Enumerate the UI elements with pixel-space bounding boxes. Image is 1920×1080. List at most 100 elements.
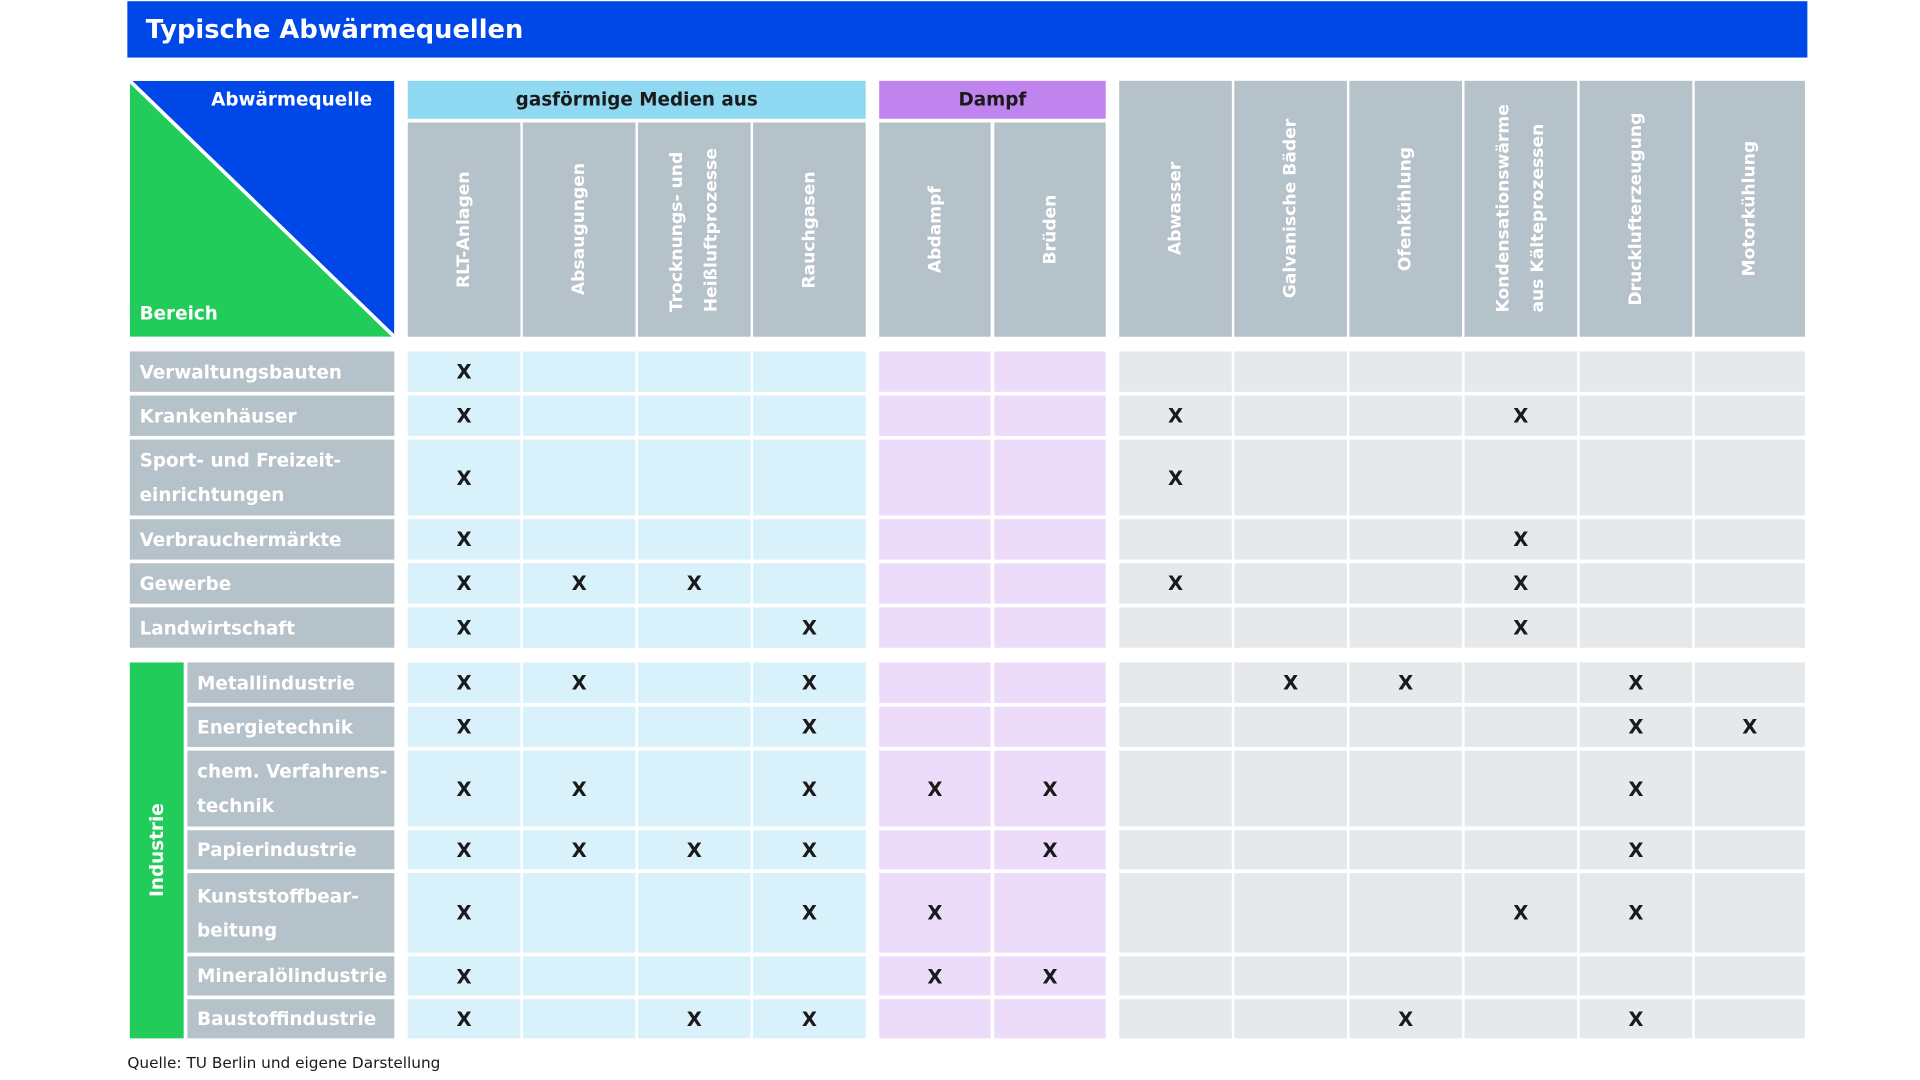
cell-mark: X — [456, 901, 472, 925]
title-bar: Typische Abwärmequellen — [127, 1, 1808, 58]
cell-mark: X — [1167, 571, 1184, 596]
cell-mark: X — [456, 615, 472, 640]
table-cell: X — [637, 563, 751, 604]
cell-mark: X — [801, 776, 817, 801]
row-label: Landwirtschaft — [129, 607, 395, 648]
table-cell — [994, 395, 1106, 436]
table-cell — [1234, 706, 1347, 747]
cell-mark: X — [1513, 404, 1529, 428]
table-cell: X — [1579, 750, 1693, 827]
cell-mark: X — [456, 360, 472, 384]
column-header-label: Drucklufterzeugung — [1626, 112, 1646, 306]
table-cell — [522, 395, 636, 436]
table-cell — [1694, 395, 1805, 436]
column-header: Abdampf — [879, 122, 991, 337]
table-cell — [994, 607, 1106, 648]
cell-mark: X — [1742, 715, 1758, 739]
table-cell — [1579, 607, 1693, 648]
row-label: Energietechnik — [187, 706, 395, 747]
group-header-gaseous: gasförmige Medien aus — [407, 80, 866, 119]
row-label: Metallindustrie — [187, 662, 395, 703]
table-cell — [1579, 395, 1693, 436]
table-cell — [994, 999, 1106, 1039]
cell-mark: X — [927, 901, 943, 925]
table-cell: X — [1464, 563, 1578, 604]
corner-bottom-label: Bereich — [139, 302, 218, 325]
table-cell — [879, 395, 991, 436]
table-cell — [1694, 662, 1805, 703]
column-header-label: Kondensationswärme aus Kälteprozessen — [1493, 104, 1548, 313]
table-cell — [1119, 830, 1232, 870]
table-cell: X — [1579, 662, 1693, 703]
table-cell — [879, 662, 991, 703]
table-cell: X — [407, 706, 521, 747]
cell-mark: X — [1513, 571, 1529, 596]
cell-mark: X — [1042, 838, 1058, 862]
table-cell: X — [1234, 662, 1347, 703]
table-cell: X — [637, 830, 751, 870]
table-cell: X — [637, 999, 751, 1039]
table-cell — [1234, 439, 1347, 516]
table-cell — [522, 706, 636, 747]
corner-cell: Abwärmequelle Bereich — [129, 80, 395, 337]
table-cell — [1349, 706, 1463, 747]
cell-mark: X — [456, 404, 472, 428]
table-cell: X — [994, 750, 1106, 827]
table-cell — [1464, 662, 1578, 703]
table-cell — [1234, 563, 1347, 604]
table-cell — [637, 706, 751, 747]
table-cell — [1579, 563, 1693, 604]
table-cell — [753, 956, 866, 996]
cell-mark: X — [1167, 404, 1184, 428]
table-cell — [1119, 956, 1232, 996]
table-cell: X — [1349, 662, 1463, 703]
table-cell — [1349, 439, 1463, 516]
column-header-label: Galvanische Bäder — [1280, 119, 1301, 299]
row-label: Verbrauchermärkte — [129, 519, 395, 560]
table-cell — [1234, 999, 1347, 1039]
table-cell — [753, 439, 866, 516]
column-header: Absaugungen — [522, 122, 636, 337]
column-header: Ofenkühlung — [1349, 80, 1463, 337]
table-cell — [1234, 956, 1347, 996]
table-cell — [637, 519, 751, 560]
column-header-label: Trocknungs- und Heißluftprozesse — [667, 147, 722, 312]
table-cell: X — [407, 999, 521, 1039]
table-cell — [637, 750, 751, 827]
cell-mark: X — [1628, 838, 1644, 862]
table-cell — [1694, 439, 1805, 516]
cell-mark: X — [1398, 671, 1414, 695]
column-header: RLT-Anlagen — [407, 122, 521, 337]
table-cell — [1694, 873, 1805, 953]
table-cell: X — [753, 999, 866, 1039]
table-cell — [1694, 830, 1805, 870]
table-cell — [1464, 706, 1578, 747]
table-cell — [879, 830, 991, 870]
cell-mark: X — [456, 465, 472, 490]
table-cell — [637, 873, 751, 953]
table-cell: X — [753, 873, 866, 953]
cell-mark: X — [456, 776, 472, 801]
table-cell: X — [879, 873, 991, 953]
cell-mark: X — [801, 671, 817, 695]
row-label: Papierindustrie — [187, 830, 395, 870]
cell-mark: X — [686, 571, 702, 596]
table-cell — [1694, 999, 1805, 1039]
table-cell — [1694, 750, 1805, 827]
cell-mark: X — [686, 1007, 702, 1031]
table-cell — [1234, 395, 1347, 436]
table-cell — [1464, 351, 1578, 392]
table-cell — [1349, 956, 1463, 996]
column-header: Kondensationswärme aus Kälteprozessen — [1464, 80, 1578, 337]
table-cell — [637, 351, 751, 392]
table-cell — [879, 999, 991, 1039]
cell-mark: X — [1628, 671, 1644, 695]
table-cell — [1119, 351, 1232, 392]
table-cell — [1349, 830, 1463, 870]
column-header-label: Motorkühlung — [1740, 140, 1760, 277]
table-cell: X — [522, 662, 636, 703]
table-cell: X — [1579, 830, 1693, 870]
table-cell — [1349, 519, 1463, 560]
table-cell — [1234, 750, 1347, 827]
